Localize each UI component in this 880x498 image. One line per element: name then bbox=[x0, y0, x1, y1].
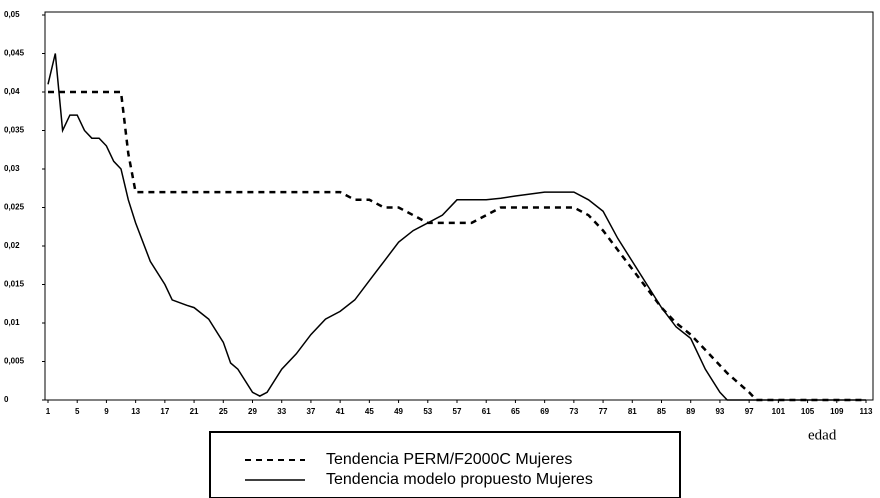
series-line bbox=[48, 90, 866, 402]
x-tick-label: 5 bbox=[75, 407, 80, 416]
x-tick-label: 69 bbox=[540, 407, 549, 416]
x-tick-label: 9 bbox=[104, 407, 109, 416]
x-tick-label: 61 bbox=[482, 407, 491, 416]
x-tick-label: 37 bbox=[306, 407, 315, 416]
x-tick-label: 45 bbox=[365, 407, 374, 416]
x-tick-label: 53 bbox=[423, 407, 432, 416]
y-tick-label: 0,05 bbox=[4, 10, 20, 19]
x-tick-label: 13 bbox=[131, 407, 140, 416]
y-tick-label: 0,02 bbox=[4, 241, 20, 250]
x-tick-label: 57 bbox=[453, 407, 462, 416]
y-tick-label: 0,005 bbox=[4, 357, 25, 366]
y-tick-label: 0,04 bbox=[4, 87, 20, 96]
x-tick-label: 93 bbox=[715, 407, 724, 416]
y-tick-label: 0,015 bbox=[4, 280, 25, 289]
x-axis-label: edad bbox=[808, 427, 837, 443]
x-tick-label: 113 bbox=[860, 407, 873, 416]
x-tick-label: 77 bbox=[599, 407, 608, 416]
y-tick-label: 0 bbox=[4, 395, 9, 404]
x-tick-label: 109 bbox=[830, 407, 844, 416]
x-tick-label: 65 bbox=[511, 407, 520, 416]
x-tick-label: 85 bbox=[657, 407, 666, 416]
y-tick-label: 0,03 bbox=[4, 164, 20, 173]
legend-box bbox=[209, 431, 681, 498]
x-tick-label: 73 bbox=[569, 407, 578, 416]
x-tick-label: 25 bbox=[219, 407, 228, 416]
y-tick-label: 0,025 bbox=[4, 203, 25, 212]
y-tick-label: 0,035 bbox=[4, 126, 25, 135]
x-tick-label: 29 bbox=[248, 407, 257, 416]
legend-label: Tendencia PERM/F2000C Mujeres bbox=[326, 451, 572, 468]
y-tick-label: 0,045 bbox=[4, 49, 25, 58]
x-tick-label: 89 bbox=[686, 407, 695, 416]
x-tick-label: 81 bbox=[628, 407, 637, 416]
y-tick-label: 0,01 bbox=[4, 318, 20, 327]
x-tick-label: 41 bbox=[336, 407, 345, 416]
x-tick-label: 33 bbox=[277, 407, 286, 416]
x-tick-label: 49 bbox=[394, 407, 403, 416]
x-tick-label: 1 bbox=[46, 407, 51, 416]
x-tick-label: 17 bbox=[160, 407, 169, 416]
x-tick-label: 105 bbox=[801, 407, 815, 416]
plot-frame bbox=[44, 11, 874, 401]
x-tick-label: 97 bbox=[745, 407, 754, 416]
legend-label: Tendencia modelo propuesto Mujeres bbox=[326, 471, 593, 488]
series-line bbox=[47, 53, 866, 401]
x-tick-label: 101 bbox=[772, 407, 786, 416]
x-tick-label: 21 bbox=[190, 407, 199, 416]
